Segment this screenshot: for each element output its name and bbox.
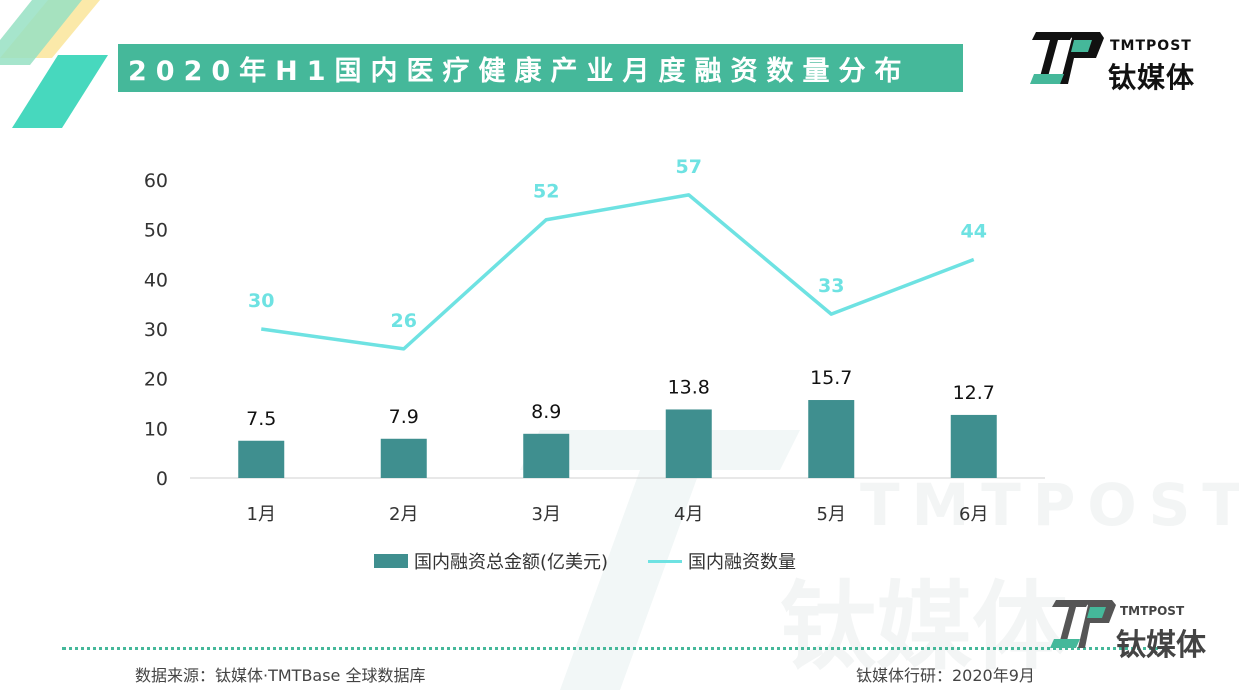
legend-item-line: 国内融资数量 — [648, 548, 796, 574]
y-tick-label: 50 — [144, 220, 168, 242]
bar-value-label: 15.7 — [810, 367, 852, 389]
line-value-label: 30 — [248, 290, 274, 312]
x-tick-label: 6月 — [959, 504, 988, 525]
source-note: 数据来源：钛媒体·TMTBase 全球数据库 — [135, 666, 426, 685]
legend-item-bar: 国内融资总金额(亿美元) — [374, 548, 608, 574]
x-tick-label: 2月 — [389, 504, 418, 525]
y-tick-label: 10 — [144, 418, 168, 440]
y-tick-label: 20 — [144, 369, 168, 391]
y-tick-label: 40 — [144, 269, 168, 291]
title-banner: 2020年H1国内医疗健康产业月度融资数量分布 — [118, 44, 963, 92]
bar-value-label: 8.9 — [531, 401, 561, 423]
y-tick-label: 30 — [144, 319, 168, 341]
brand-cn: 钛媒体 — [1108, 61, 1196, 94]
line-value-label: 33 — [818, 275, 844, 297]
legend-label-line: 国内融资数量 — [688, 552, 797, 573]
bar-value-label: 7.5 — [246, 408, 276, 430]
bar-value-label: 7.9 — [389, 406, 419, 428]
legend-label-bar: 国内融资总金额(亿美元) — [414, 552, 609, 573]
chart-title: 2020年H1国内医疗健康产业月度融资数量分布 — [128, 55, 911, 87]
bar — [523, 433, 570, 478]
x-tick-label: 3月 — [532, 504, 561, 525]
legend-swatch-bar — [374, 554, 408, 568]
bar — [950, 414, 997, 478]
x-tick-label: 5月 — [817, 504, 846, 525]
brand-logo: TMTPOST 钛媒体 — [1030, 28, 1220, 94]
brand-en: TMTPOST — [1110, 38, 1192, 54]
bar-value-label: 13.8 — [668, 376, 710, 398]
y-tick-label: 60 — [144, 170, 168, 192]
line-value-label: 52 — [533, 181, 559, 203]
bar — [238, 440, 285, 478]
bar-value-label: 12.7 — [953, 382, 995, 404]
line-value-label: 26 — [391, 310, 417, 332]
legend: 国内融资总金额(亿美元) 国内融资数量 — [374, 549, 836, 573]
tp-logo-bottom-icon — [1050, 600, 1116, 648]
brand-bottom-cn: 钛媒体 — [1116, 628, 1206, 663]
tp-logo-icon — [1030, 32, 1104, 84]
bar — [665, 409, 712, 478]
series-line — [261, 193, 975, 351]
bar — [380, 438, 427, 478]
x-tick-label: 1月 — [247, 504, 276, 525]
corner-decoration — [0, 0, 108, 128]
legend-swatch-line — [648, 559, 683, 563]
brand-logo-bottom: TMTPOST 钛媒体 — [1050, 596, 1220, 666]
credit-note: 钛媒体行研：2020年9月 — [856, 666, 1035, 685]
x-tick-label: 4月 — [674, 504, 703, 525]
bar — [808, 400, 855, 478]
line-value-label: 44 — [961, 220, 987, 242]
footer-divider — [62, 647, 1166, 650]
brand-bottom-en: TMTPOST — [1120, 604, 1185, 618]
line-value-label: 57 — [676, 156, 702, 178]
combo-chart: 0 10 20 30 40 50 60 1月 2月 3月 4月 5月 6月 7.5 7.9 8.9 13.8 15… — [144, 156, 1045, 525]
y-tick-label: 0 — [156, 468, 168, 490]
